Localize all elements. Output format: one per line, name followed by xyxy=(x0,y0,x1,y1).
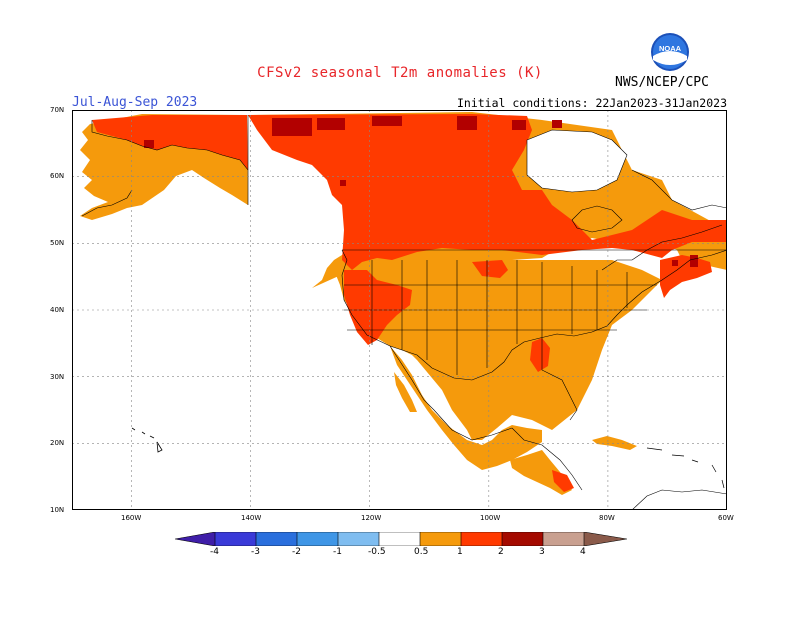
legend-tick: -3 xyxy=(251,547,260,557)
initial-conditions-label: Initial conditions: 22Jan2023-31Jan2023 xyxy=(456,96,727,110)
lon-label: 100W xyxy=(480,514,501,522)
legend-swatch xyxy=(461,532,502,546)
lat-label: 40N xyxy=(50,306,65,314)
legend-tick: -0.5 xyxy=(368,547,386,557)
legend-swatch xyxy=(175,532,215,546)
anomaly-map xyxy=(72,110,727,510)
legend-swatch xyxy=(338,532,379,546)
legend-tick: 1 xyxy=(457,547,463,557)
lat-label: 50N xyxy=(50,239,65,247)
lon-label: 80W xyxy=(599,514,615,522)
lat-label: 60N xyxy=(50,172,65,180)
legend-tick: -2 xyxy=(292,547,301,557)
lat-label: 70N xyxy=(50,106,65,114)
legend-tick: 2 xyxy=(498,547,504,557)
noaa-logo: NOAA xyxy=(650,32,690,72)
lon-label: 140W xyxy=(241,514,262,522)
lat-label: 30N xyxy=(50,373,65,381)
lat-label: 20N xyxy=(50,439,65,447)
svg-text:NOAA: NOAA xyxy=(659,44,682,53)
legend-swatch xyxy=(502,532,543,546)
lat-label: 10N xyxy=(50,506,65,514)
legend-tick: -1 xyxy=(333,547,342,557)
legend-tick: 0.5 xyxy=(414,547,429,557)
lon-label: 60W xyxy=(718,514,734,522)
season-label: Jul-Aug-Sep 2023 xyxy=(72,95,198,110)
lon-label: 120W xyxy=(361,514,382,522)
legend-swatch xyxy=(379,532,420,546)
caribbean-islands xyxy=(646,447,725,489)
legend-tick: 3 xyxy=(539,547,545,557)
legend-swatch xyxy=(297,532,338,546)
political-boundaries xyxy=(81,115,727,491)
graticule xyxy=(72,110,727,510)
hawaii-islands xyxy=(131,427,163,453)
legend-swatch xyxy=(543,532,584,546)
legend-swatch xyxy=(420,532,461,546)
legend-tick: -4 xyxy=(210,547,219,557)
south-america-region xyxy=(631,489,727,510)
legend-swatch xyxy=(256,532,297,546)
map-title: CFSv2 seasonal T2m anomalies (K) xyxy=(257,65,543,81)
legend-swatch xyxy=(584,532,627,546)
legend-swatch xyxy=(215,532,256,546)
map-frame xyxy=(72,110,727,510)
agency-label: NWS/NCEP/CPC xyxy=(615,75,709,90)
legend-tick: 4 xyxy=(580,547,586,557)
color-legend xyxy=(175,532,627,546)
anomaly-region-2-3 xyxy=(144,116,698,267)
lon-label: 160W xyxy=(121,514,142,522)
